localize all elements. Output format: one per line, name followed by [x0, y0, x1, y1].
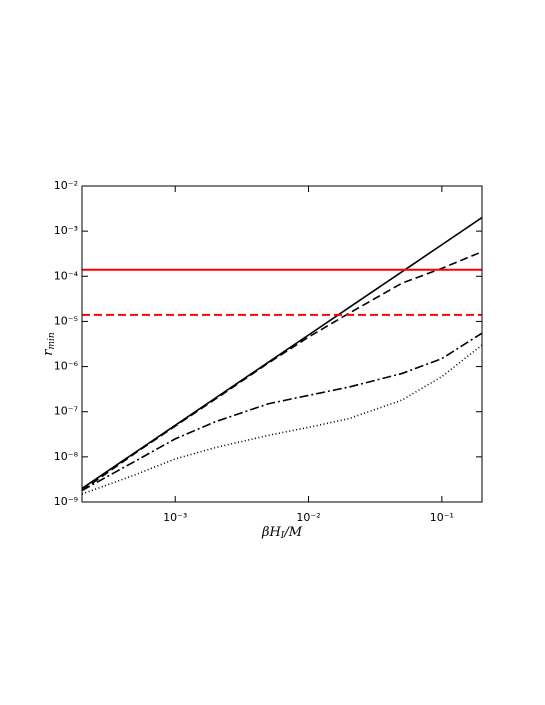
plot-frame: [81, 185, 483, 503]
x-tick-label: 10⁻¹: [430, 511, 454, 524]
y-tick-label: 10⁻⁵: [54, 314, 78, 327]
series-line: [82, 250, 482, 492]
y-tick-label: 10⁻⁴: [54, 269, 79, 282]
y-label-sub: min: [47, 332, 57, 349]
x-tick-label: 10⁻³: [163, 511, 187, 524]
series-line: [82, 332, 482, 492]
y-tick-label: 10⁻⁷: [54, 405, 78, 418]
y-tick-label: 10⁻⁹: [54, 495, 78, 508]
y-tick-label: 10⁻²: [54, 179, 78, 192]
y-tick-label: 10⁻⁸: [54, 450, 79, 463]
y-axis-label: rmin: [41, 332, 57, 356]
x-tick-label: 10⁻²: [296, 511, 320, 524]
y-label-main: r: [41, 349, 56, 356]
x-label-rest: /M: [282, 525, 302, 540]
x-axis-label: βHI/M: [261, 525, 303, 541]
y-tick-label: 10⁻⁶: [54, 360, 79, 373]
x-label-sub: I: [280, 531, 285, 541]
y-tick-label: 10⁻³: [54, 224, 78, 237]
series-line: [82, 344, 482, 495]
x-label-main: βH: [261, 525, 282, 540]
